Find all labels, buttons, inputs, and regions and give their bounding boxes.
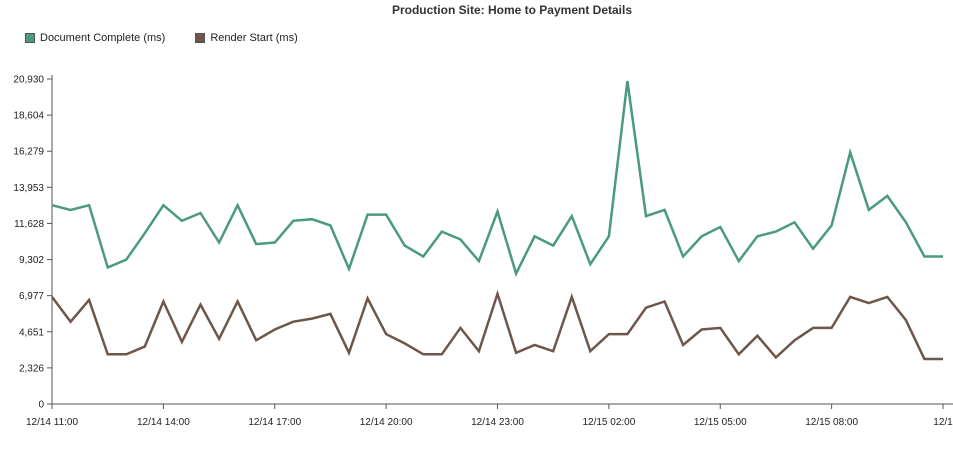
axes: 0 2,326 4,651 6,977 9,302 11,628 13,953 16,279 1… <box>13 75 953 428</box>
y-tick-label: 11,628 <box>14 219 44 230</box>
legend-swatch-render-start <box>195 33 206 43</box>
legend-item-document-complete[interactable]: Document Complete (ms) <box>25 32 165 44</box>
legend-label-render-start: Render Start (ms) <box>210 32 298 44</box>
x-tick-label: 12/15 02:00 <box>582 417 635 428</box>
x-tick-label: 12/15 05:00 <box>694 417 747 428</box>
y-tick-label: 20,930 <box>13 75 44 86</box>
y-tick-label: 9,302 <box>19 255 44 266</box>
series-layer <box>50 80 943 361</box>
y-tick-label: 0 <box>38 400 44 411</box>
y-tick-label: 13,953 <box>13 183 44 194</box>
y-tick-label: 16,279 <box>13 147 44 158</box>
x-tick-label: 12/15 08:00 <box>805 417 858 428</box>
legend-swatch-document-complete <box>25 33 35 43</box>
x-tick-label: 12/14 20:00 <box>360 417 413 428</box>
x-tick-label: 12/14 14:00 <box>137 417 190 428</box>
legend-label-document-complete: Document Complete (ms) <box>40 32 166 44</box>
legend-item-render-start[interactable]: Render Start (ms) <box>195 32 298 44</box>
series-line-1 <box>50 289 943 361</box>
y-tick-label: 2,326 <box>19 363 44 374</box>
y-tick-label: 4,651 <box>19 327 44 338</box>
x-tick-label: 12/1 <box>933 417 953 428</box>
x-tick-label: 12/14 11:00 <box>26 417 79 428</box>
legend: Document Complete (ms) Render Start (ms) <box>25 32 298 44</box>
y-tick-label: 18,604 <box>13 111 44 122</box>
series-line-0 <box>51 80 943 277</box>
y-tick-label: 6,977 <box>19 291 44 302</box>
x-tick-label: 12/14 17:00 <box>248 417 301 428</box>
chart-title: Production Site: Home to Payment Details <box>391 3 633 17</box>
x-tick-label: 12/14 23:00 <box>471 417 524 428</box>
